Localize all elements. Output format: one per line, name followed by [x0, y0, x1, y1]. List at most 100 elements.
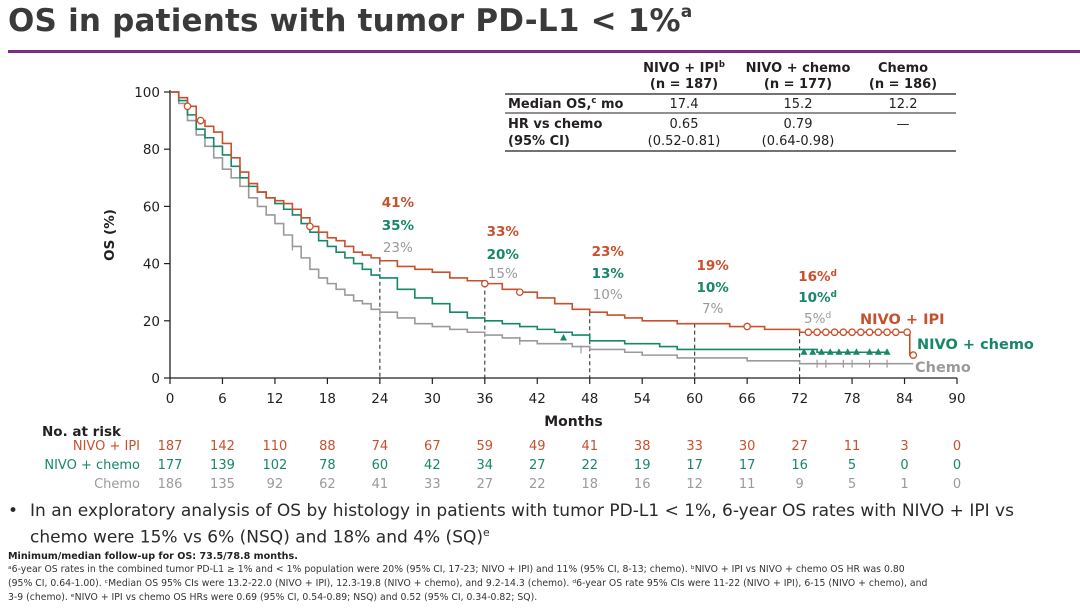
at-risk-value: 27: [529, 458, 546, 473]
at-risk-value: 3: [900, 439, 908, 454]
at-risk-value: 42: [424, 458, 441, 473]
y-tick-label: 60: [143, 199, 160, 215]
censor-mark: [891, 328, 900, 337]
at-risk-value: 142: [210, 439, 235, 454]
at-risk-value: 0: [953, 458, 961, 473]
at-risk-value: 38: [634, 439, 651, 454]
landmark-label: 5%d: [804, 311, 831, 327]
at-risk-value: 186: [158, 477, 183, 492]
y-axis-label: OS (%): [102, 209, 118, 261]
censor-mark: [909, 351, 918, 359]
censor-mark: [480, 279, 489, 288]
censor-mark: [743, 322, 751, 331]
at-risk-value: 30: [739, 439, 756, 454]
landmark-footnote-marker: d: [831, 290, 837, 300]
at-risk-value: 18: [581, 477, 598, 492]
x-tick-label: 90: [948, 391, 965, 407]
at-risk-value: 88: [319, 439, 336, 454]
landmark-footnote-marker: d: [825, 311, 831, 321]
censor-mark: [856, 328, 865, 337]
footnote-line-1: ᵃ6-year OS rates in the combined tumor P…: [8, 564, 905, 575]
at-risk-value: 11: [739, 477, 756, 492]
censor-mark: [866, 348, 874, 355]
censor-mark: [809, 348, 817, 355]
x-tick-label: 42: [529, 391, 546, 407]
at-risk-value: 41: [581, 439, 598, 454]
bullet-footnote-marker: e: [483, 526, 490, 539]
at-risk-value: 78: [319, 458, 336, 473]
x-tick-label: 6: [218, 391, 227, 407]
title-divider: [8, 50, 1080, 53]
censor-mark: [821, 328, 830, 337]
key-finding-bullet: • In an exploratory analysis of OS by hi…: [6, 500, 1076, 549]
at-risk-value: 0: [953, 439, 961, 454]
censor-mark: [874, 348, 882, 355]
censor-mark: [813, 328, 821, 337]
x-tick-label: 72: [791, 391, 808, 407]
landmark-label: 19%: [697, 258, 730, 274]
table-cell: 17.4: [670, 97, 699, 112]
at-risk-value: 139: [210, 458, 235, 473]
at-risk-value: 34: [477, 458, 494, 473]
x-tick-label: 54: [634, 391, 651, 407]
at-risk-value: 41: [372, 477, 389, 492]
table-cell: 0.65: [670, 117, 699, 132]
censor-mark: [800, 348, 808, 355]
table-row-label: HR vs chemo: [508, 117, 602, 132]
x-tick-label: 60: [686, 391, 703, 407]
landmark-label: 23%: [592, 244, 625, 260]
table-cell: 15.2: [784, 97, 813, 112]
at-risk-row-label: Chemo: [94, 477, 140, 492]
censor-mark: [515, 288, 524, 297]
at-risk-value: 27: [477, 477, 494, 492]
landmark-label: 33%: [487, 224, 520, 240]
at-risk-value: 33: [424, 477, 441, 492]
at-risk-value: 0: [900, 458, 908, 473]
table-cell: 0.79: [784, 117, 813, 132]
at-risk-value: 135: [210, 477, 235, 492]
landmark-label: 10%: [697, 280, 730, 296]
table-cell: 12.2: [889, 97, 918, 112]
table-row-label: Median OS,c mo: [508, 96, 624, 112]
table-header-n: (n = 186): [869, 77, 937, 92]
at-risk-value: 0: [953, 477, 961, 492]
at-risk-value: 1: [900, 477, 908, 492]
censor-mark: [183, 102, 192, 111]
landmark-label: 10%: [593, 287, 623, 303]
landmark-label: 41%: [382, 195, 415, 211]
at-risk-value: 5: [848, 477, 856, 492]
at-risk-row-label: NIVO + IPI: [73, 439, 140, 454]
page-title: OS in patients with tumor PD-L1 < 1%a: [8, 2, 692, 39]
at-risk-value: 16: [634, 477, 651, 492]
end-label-chemo: Chemo: [915, 360, 971, 376]
landmark-label: 7%: [702, 301, 724, 317]
page-title-footnote-marker: a: [680, 2, 693, 22]
landmark-label: 13%: [592, 266, 625, 282]
table-header-n: (n = 177): [764, 77, 832, 92]
footnote-line-2: (95% CI, 0.64-1.00). ᶜMedian OS 95% CIs …: [8, 578, 928, 589]
censor-mark: [844, 348, 852, 355]
landmark-label: 23%: [383, 240, 413, 256]
censor-mark: [874, 328, 883, 337]
at-risk-title: No. at risk: [42, 424, 122, 440]
at-risk-value: 27: [791, 439, 808, 454]
at-risk-row-label: NIVO + chemo: [44, 458, 140, 473]
censor-mark: [865, 328, 874, 337]
y-tick-label: 80: [143, 142, 160, 158]
at-risk-value: 33: [686, 439, 703, 454]
censor-mark: [804, 328, 813, 337]
x-tick-label: 0: [166, 391, 175, 407]
at-risk-value: 92: [267, 477, 284, 492]
at-risk-value: 22: [581, 458, 598, 473]
table-header: NIVO + IPIb: [643, 60, 725, 76]
at-risk-value: 62: [319, 477, 336, 492]
landmark-label: 35%: [382, 218, 415, 234]
table-row-footnote-marker: c: [591, 96, 596, 106]
x-tick-label: 36: [476, 391, 493, 407]
landmark-footnote-marker: d: [831, 269, 837, 279]
followup-note: Minimum/median follow-up for OS: 73.5/78…: [8, 551, 298, 562]
x-tick-label: 78: [843, 391, 860, 407]
bullet-text-line1: In an exploratory analysis of OS by hist…: [30, 501, 1014, 521]
at-risk-value: 5: [848, 458, 856, 473]
km-curve-chemo: [170, 91, 914, 365]
